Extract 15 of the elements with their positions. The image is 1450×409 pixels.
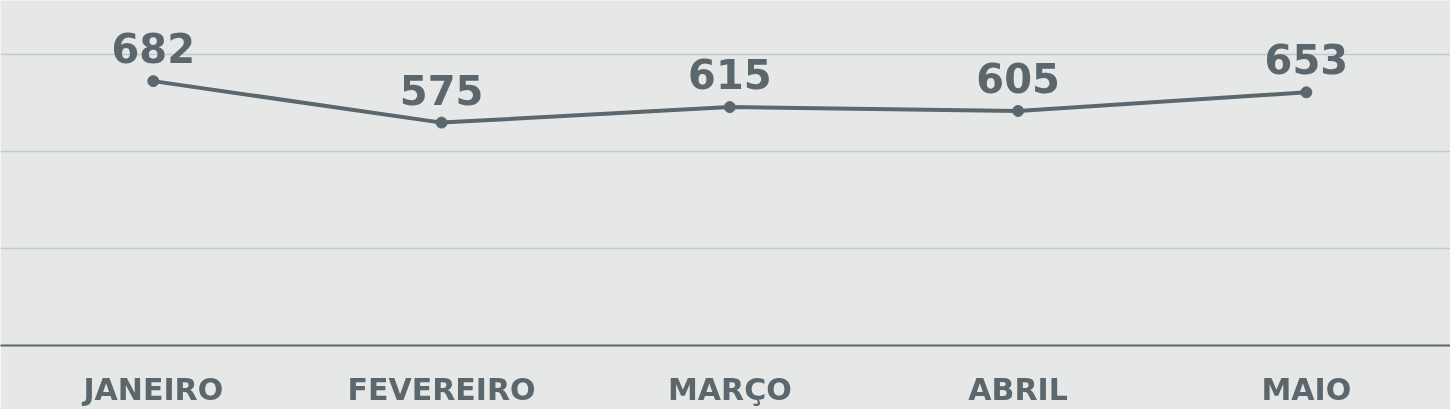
point [723, 101, 736, 114]
point [1012, 104, 1025, 117]
data-label: 682 [111, 26, 196, 73]
x-tick-label: ABRIL [968, 371, 1068, 407]
point [435, 116, 448, 129]
data-label: 605 [976, 55, 1060, 102]
x-tick-label: MARÇO [667, 371, 792, 407]
x-tick-label: JANEIRO [81, 371, 224, 407]
x-tick-label: FEVEREIRO [347, 371, 536, 407]
point [147, 75, 160, 88]
data-label: 575 [399, 67, 484, 114]
data-label: 615 [688, 52, 772, 99]
x-tick-label: MAIO [1261, 371, 1352, 407]
point [1300, 86, 1313, 99]
data-label: 653 [1264, 37, 1349, 84]
